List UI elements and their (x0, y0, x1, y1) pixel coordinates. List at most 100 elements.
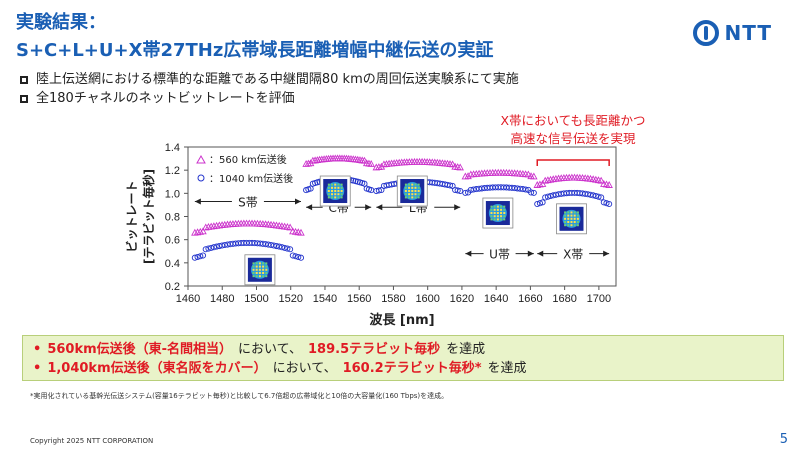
page-title-line1: 実験結果： (16, 12, 106, 33)
data-point-560km (286, 223, 294, 231)
data-point-1040km (199, 252, 207, 259)
ntt-logo-text: NTT (724, 21, 772, 45)
data-point-1040km (295, 253, 302, 261)
data-point-1040km (284, 245, 291, 252)
data-point-1040km (603, 200, 610, 207)
summary-distance: 560km伝送後（東-名間相当） (47, 342, 233, 357)
data-point-560km (464, 172, 472, 180)
constellation-u-band-symbol (496, 212, 499, 215)
constellation-u-band-symbol (493, 208, 496, 211)
c-band-arrowhead (306, 204, 313, 211)
bullet-item: 全180チャネルのネットビットレートを評価 (20, 89, 519, 108)
constellation-x-band-symbol (573, 211, 576, 214)
constellation-x-band-symbol (576, 221, 579, 224)
summary-value: 160.2テラビット毎秒* (342, 361, 482, 376)
y-tick-label: 0.4 (165, 258, 180, 270)
summary-text: において、 (272, 361, 337, 376)
x-tick-label: 1600 (415, 293, 439, 305)
data-point-560km (360, 156, 369, 164)
constellation-l-band-symbol (414, 193, 417, 196)
s-band-arrowhead (194, 198, 201, 205)
constellation-c-band-symbol (327, 190, 330, 193)
summary-value: 189.5テラビット毎秒 (308, 342, 441, 357)
constellation-x-band-symbol (564, 217, 567, 220)
data-point-560km (191, 228, 199, 236)
data-point-1040km (287, 246, 294, 253)
x-tick-label: 1460 (176, 293, 200, 305)
constellation-c-band-symbol (337, 190, 340, 193)
constellation-x-band-symbol (567, 221, 570, 224)
constellation-s-band-symbol (265, 265, 268, 268)
bullet-item: 陸上伝送網における標準的な距離である中継間隔80 kmの周回伝送実験系にて実施 (20, 70, 519, 89)
constellation-s-band-symbol (265, 271, 268, 274)
constellation-u-band-symbol (493, 205, 496, 208)
constellation-c-band-symbol (334, 183, 337, 186)
u-band-arrowhead (527, 250, 534, 257)
constellation-c-band-symbol (327, 193, 330, 196)
constellation-u-band-symbol (500, 212, 503, 215)
legend-marker-1040km (197, 174, 205, 182)
data-point-560km (541, 176, 549, 184)
constellation-l-band-symbol (414, 196, 417, 199)
constellation-u-band-symbol (496, 205, 499, 208)
data-point-1040km (375, 187, 382, 194)
summary-bullet: • (33, 361, 42, 376)
constellation-u-band-symbol (490, 215, 493, 218)
u-band-arrowhead (465, 250, 472, 257)
data-point-1040km (361, 180, 368, 187)
data-point-1040km (273, 242, 280, 250)
page-number: 5 (779, 432, 788, 447)
constellation-u-band-symbol (503, 218, 506, 221)
constellation-l-band-symbol (404, 190, 407, 193)
constellation-s-band-symbol (265, 262, 268, 265)
constellation-l-band-symbol (411, 196, 414, 199)
data-point-560km (456, 163, 464, 171)
constellation-l-band-symbol (411, 190, 414, 193)
constellation-s-band-symbol (262, 265, 265, 268)
constellation-l-band-symbol (404, 183, 407, 186)
constellation-s-band-symbol (265, 268, 268, 271)
data-point-1040km (595, 193, 602, 200)
constellation-l-band-symbol (414, 190, 417, 193)
constellation-u-band-symbol (496, 215, 499, 218)
constellation-l-band-symbol (408, 186, 411, 189)
u-band-label: U帯 (489, 248, 510, 262)
data-point-1040km (592, 192, 599, 200)
data-point-1040km (210, 244, 217, 251)
bitrate-chart: 1460 1480 1500 1520 1540 1560 1580 1600 1620 1640… (124, 142, 617, 328)
constellation-l-band-symbol (417, 193, 420, 196)
y-tick-label: 1.0 (165, 188, 180, 200)
constellation-l-band-symbol (408, 190, 411, 193)
constellation-u-band-symbol (490, 205, 493, 208)
page-title-line2: S+C+L+U+X帯27THz広帯域長距離増幅中継伝送の実証 (16, 40, 494, 61)
constellation-s-band-symbol (255, 268, 258, 271)
constellation-s-band-symbol (252, 275, 255, 278)
callout-line: 高速な信号伝送を実現 (510, 131, 636, 146)
constellation-u-band-symbol (490, 218, 493, 221)
x-tick-label: 1660 (518, 293, 542, 305)
data-point-1040km (289, 252, 296, 259)
x-band-arrowhead (537, 250, 544, 257)
constellation-x-band-symbol (564, 221, 567, 224)
data-point-1040km (350, 177, 357, 184)
y-tick-label: 0.8 (165, 212, 180, 224)
y-tick-label: 1.4 (165, 142, 180, 154)
constellation-s-band-symbol (258, 268, 261, 271)
constellation-u-band-symbol (493, 215, 496, 218)
constellation-l-band-symbol (408, 193, 411, 196)
result-summary-box: • 560km伝送後（東-名間相当） において、 189.5テラビット毎秒 を達… (22, 335, 784, 381)
x-band-label: X帯 (563, 248, 583, 262)
x-tick-label: 1480 (210, 293, 234, 305)
callout-line: X帯においても長距離かつ (500, 113, 646, 128)
data-point-1040km (213, 243, 220, 250)
constellation-s-band-symbol (258, 271, 261, 274)
constellation-c-band-symbol (331, 183, 334, 186)
constellation-u-band-symbol (500, 205, 503, 208)
data-point-560km (544, 176, 552, 184)
bullet-text: 陸上伝送網における標準的な距離である中継間隔80 kmの周回伝送実験系にて実施 (36, 72, 519, 87)
s-band-arrowhead (294, 198, 301, 205)
constellation-l-band-symbol (411, 183, 414, 186)
constellation-s-band-symbol (258, 262, 261, 265)
constellation-s-band-symbol (262, 271, 265, 274)
u-band-label-bg (483, 245, 516, 262)
